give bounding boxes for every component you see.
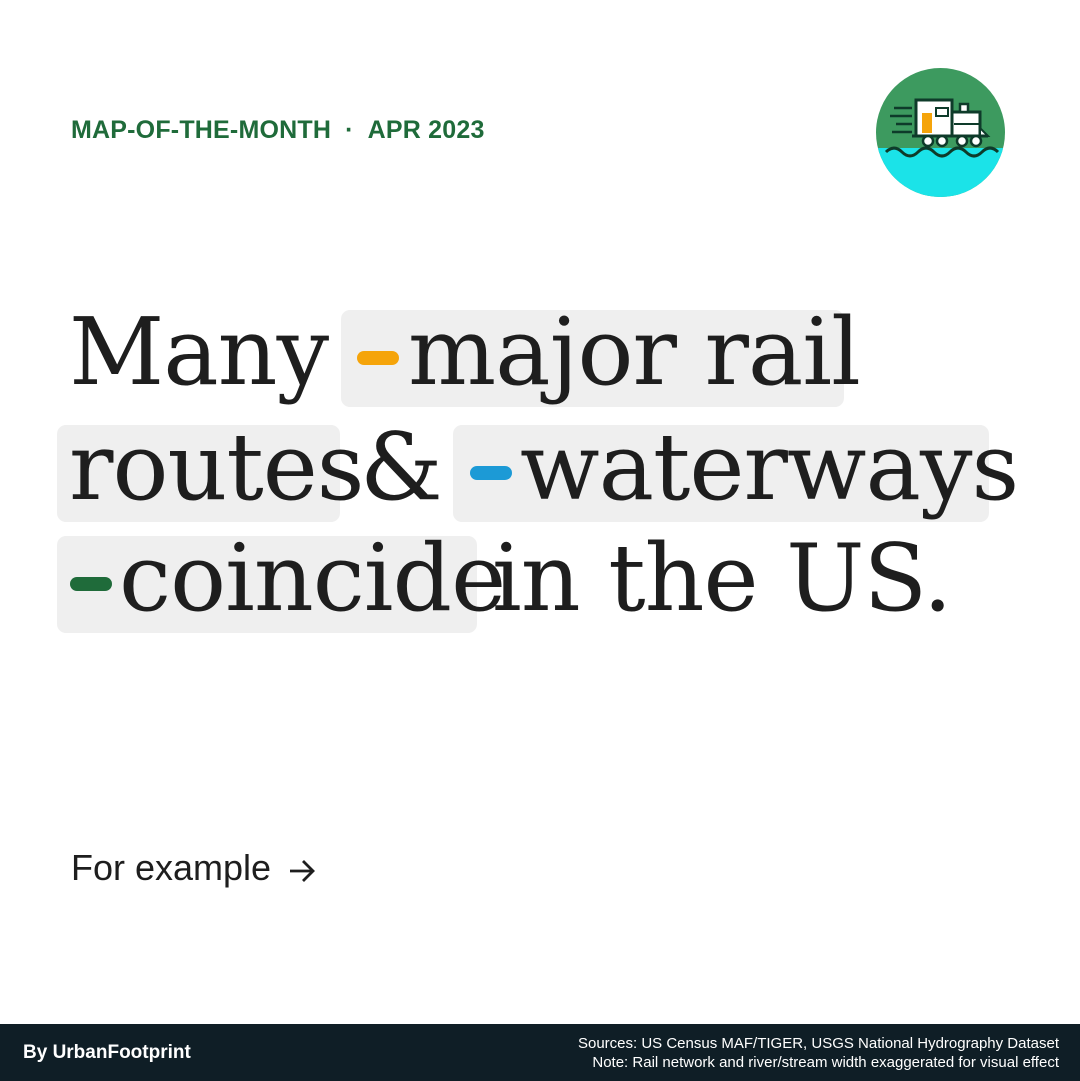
headline-many: Many	[69, 298, 329, 406]
for-example-link[interactable]: For example	[71, 847, 317, 889]
footer-bar: By UrbanFootprint Sources: US Census MAF…	[0, 1024, 1080, 1081]
waterways-swatch	[470, 466, 512, 480]
headline-waterways: waterways	[520, 413, 1019, 521]
highlight-rail-1	[341, 310, 844, 407]
separator-dot: ·	[345, 116, 354, 144]
headline-routes: routes	[69, 413, 364, 521]
kicker: MAP-OF-THE-MONTH · APR 2023	[71, 116, 485, 145]
note-text: Note: Rail network and river/stream widt…	[592, 1054, 1059, 1071]
footer-notes: Sources: US Census MAF/TIGER, USGS Natio…	[578, 1034, 1059, 1072]
headline-in-the-us: in the US.	[492, 524, 952, 632]
coincide-swatch	[70, 577, 112, 591]
byline: By UrbanFootprint	[23, 1042, 191, 1063]
rail-swatch	[357, 351, 399, 365]
sources-text: Sources: US Census MAF/TIGER, USGS Natio…	[577, 1035, 1059, 1052]
highlight-rail-2	[57, 425, 340, 522]
highlight-coincide	[57, 536, 477, 633]
cta-label: For example	[71, 847, 272, 888]
arrow-right-icon	[287, 853, 317, 883]
series-label: MAP-OF-THE-MONTH	[71, 116, 332, 144]
headline-coincide: coincide	[119, 524, 506, 632]
headline-major-rail: major rail	[408, 298, 861, 406]
headline: Many major rail routes & waterways coinc…	[57, 298, 1019, 633]
highlight-waterways	[453, 425, 989, 522]
headline-ampersand: &	[360, 413, 443, 521]
date-label: APR 2023	[367, 116, 485, 144]
